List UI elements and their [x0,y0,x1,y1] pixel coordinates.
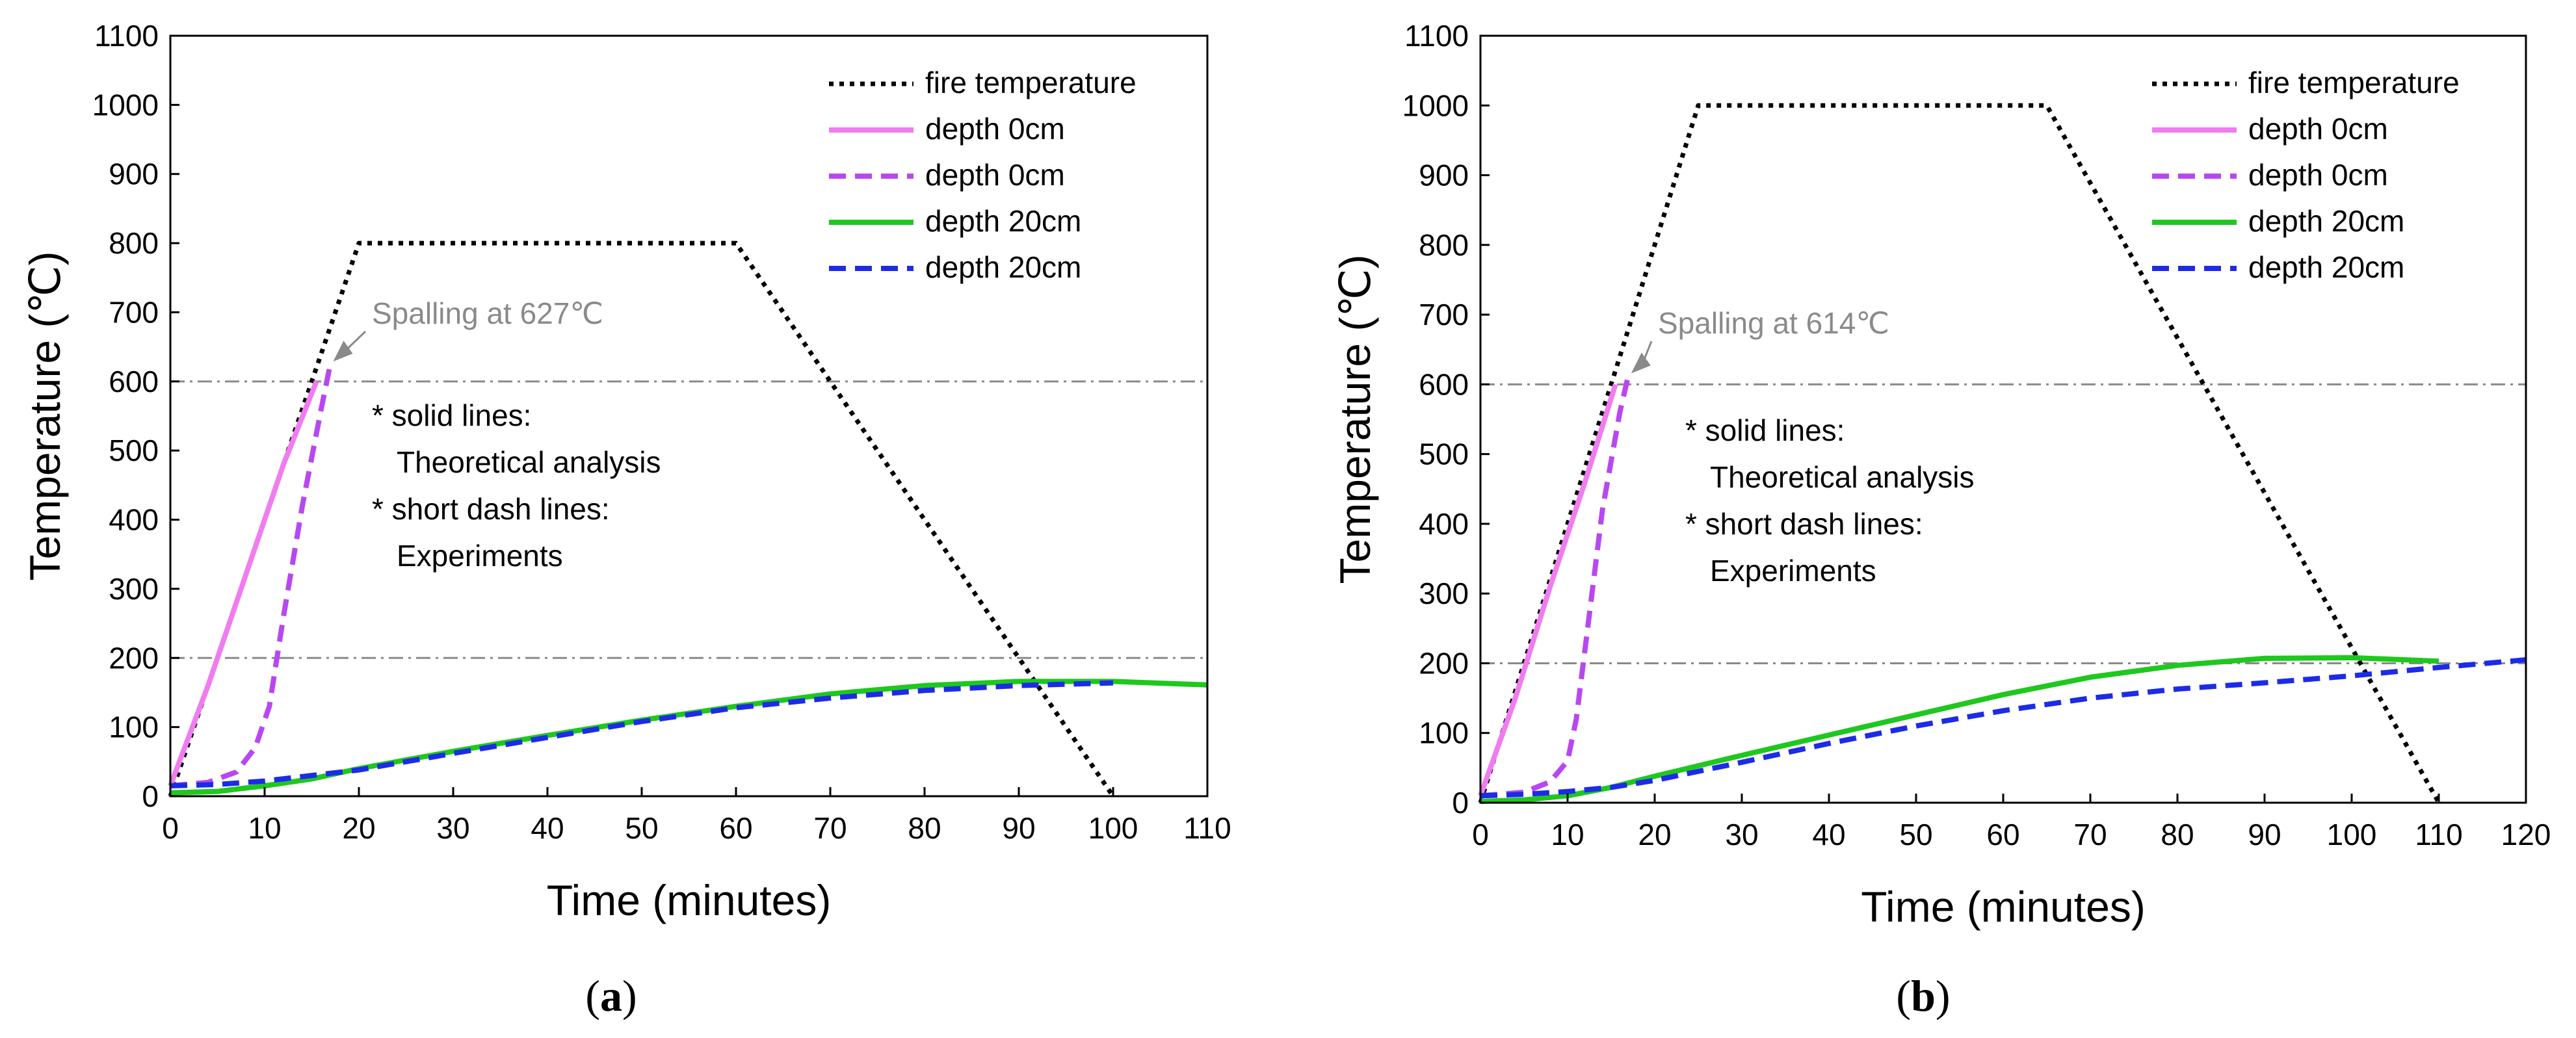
annotation-text: Spalling at 627℃ [372,296,603,330]
series-line-1 [168,240,1115,798]
series-line-3 [1480,374,1631,799]
x-tick-label: 60 [719,811,752,845]
x-tick-label: 80 [2161,818,2194,851]
note-text: Experiments [1710,554,1876,588]
y-tick-label: 600 [109,365,159,398]
y-tick-label: 700 [1419,298,1469,331]
x-tick-label: 70 [813,811,847,845]
y-tick-label: 1100 [94,19,159,53]
caption-a: (a) [585,971,637,1020]
legend-label: depth 0cm [2248,112,2388,146]
y-tick-label: 0 [142,779,159,813]
annotation-text: Spalling at 614℃ [1658,306,1889,340]
series-line-4 [1480,655,2439,804]
y-tick-label: 300 [109,572,159,606]
series-line-2 [1478,383,1618,797]
x-tick-label: 110 [1183,811,1231,845]
legend-label: fire temperature [925,66,1137,99]
x-tick-label: 120 [2501,818,2551,851]
y-tick-label: 1100 [1404,19,1469,53]
y-tick-label: 100 [109,710,159,744]
note-text: * solid lines: [372,398,531,432]
caption-b: (b) [1896,971,1950,1020]
y-tick-label: 800 [1419,228,1469,262]
annotation-arrowhead [333,341,353,362]
legend-label: depth 20cm [2248,204,2404,238]
x-tick-label: 60 [1986,818,2019,851]
series-line-1 [1478,103,2441,804]
legend-label: depth 0cm [2248,158,2388,192]
x-tick-label: 90 [1002,811,1035,845]
x-tick-label: 90 [2248,818,2281,851]
chart-panel-b: 0 10 20 30 40 50 60 70 80 90 100 110 120 0 100 200 300 40… [1331,19,2551,931]
y-axis-label: Temperature (℃) [1331,255,1379,584]
note-text: Theoretical analysis [397,445,661,479]
series-line-3 [170,362,334,788]
y-tick-label: 800 [109,226,159,260]
y-tick-label: 900 [1419,159,1469,192]
y-tick-label: 900 [109,157,159,191]
x-tick-label: 20 [1638,818,1671,851]
x-tick-label: 100 [2327,818,2377,851]
plot-frame [169,34,1209,798]
y-tick-label: 300 [1419,577,1469,610]
legend-label: fire temperature [2248,66,2460,99]
y-tick-label: 700 [109,295,159,329]
legend-label: depth 0cm [925,158,1065,192]
series-line-4 [170,679,1208,796]
x-tick-label: 30 [436,811,469,845]
x-axis-label: Time (minutes) [547,876,832,924]
legend-label: depth 20cm [925,250,1081,284]
note-text: * solid lines: [1685,413,1845,447]
x-tick-label: 40 [531,811,564,845]
series-line-2 [168,380,319,787]
y-tick-label: 1000 [92,88,159,122]
y-tick-label: 400 [109,503,159,537]
note-text: Theoretical analysis [1710,460,1975,494]
series-line-5 [170,680,1114,788]
x-tick-label: 80 [908,811,941,845]
x-tick-label: 10 [1551,818,1584,851]
chart-panel-a: 0 10 20 30 40 50 60 70 80 90 100 110010020030040050… [21,19,1231,924]
legend-label: depth 20cm [925,204,1081,238]
note-text: * short dash lines: [1685,507,1923,541]
y-tick-label: 100 [1419,716,1469,750]
x-tick-label: 30 [1725,818,1758,851]
plot-frame [1479,34,2527,804]
y-tick-label: 400 [1419,507,1469,541]
y-tick-label: 500 [109,434,159,467]
x-tick-label: 70 [2073,818,2107,851]
x-tick-label: 100 [1088,811,1138,845]
x-tick-label: 50 [1899,818,1932,851]
y-tick-label: 1000 [1402,88,1469,122]
x-tick-label: 110 [2415,818,2462,851]
legend-label: depth 0cm [925,112,1065,146]
caption-a-label: a [600,971,622,1020]
y-tick-label: 600 [1419,367,1469,401]
y-tick-label: 200 [1419,646,1469,680]
y-tick-label: 500 [1419,437,1469,471]
note-text: * short dash lines: [372,492,610,526]
x-tick-label: 0 [162,811,179,845]
legend-label: depth 20cm [2248,250,2404,284]
y-axis-label: Temperature (℃) [21,252,69,581]
x-axis-label: Time (minutes) [1861,883,2146,931]
x-tick-label: 10 [248,811,281,845]
y-tick-label: 0 [1452,786,1469,820]
x-tick-label: 20 [342,811,375,845]
note-text: Experiments [397,539,563,573]
x-tick-label: 40 [1812,818,1845,851]
x-tick-label: 50 [625,811,658,845]
y-tick-label: 200 [109,641,159,675]
annotation-arrowhead [1631,352,1651,374]
x-tick-label: 0 [1472,818,1489,851]
caption-b-label: b [1911,971,1936,1020]
